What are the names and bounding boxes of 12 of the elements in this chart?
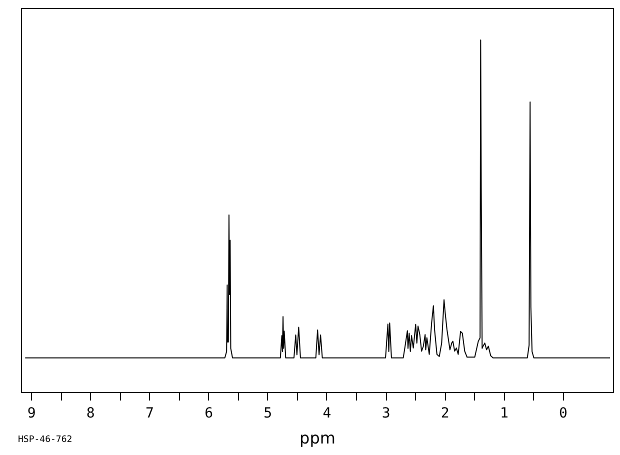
x-tick-label: 7 — [145, 406, 154, 422]
x-tick-label: 5 — [264, 406, 272, 422]
x-axis-title: ppm — [300, 428, 336, 448]
x-tick-label: 9 — [27, 406, 36, 422]
text: HSP-46-762 — [18, 435, 72, 445]
x-tick-label: 6 — [204, 406, 214, 422]
x-tick-label: 0 — [559, 406, 568, 422]
x-tick-label: 2 — [440, 406, 450, 422]
x-tick-label: 8 — [86, 406, 95, 422]
x-tick-label: 3 — [382, 406, 390, 422]
x-tick-label: 4 — [322, 406, 332, 422]
x-tick-label: 1 — [500, 406, 508, 422]
